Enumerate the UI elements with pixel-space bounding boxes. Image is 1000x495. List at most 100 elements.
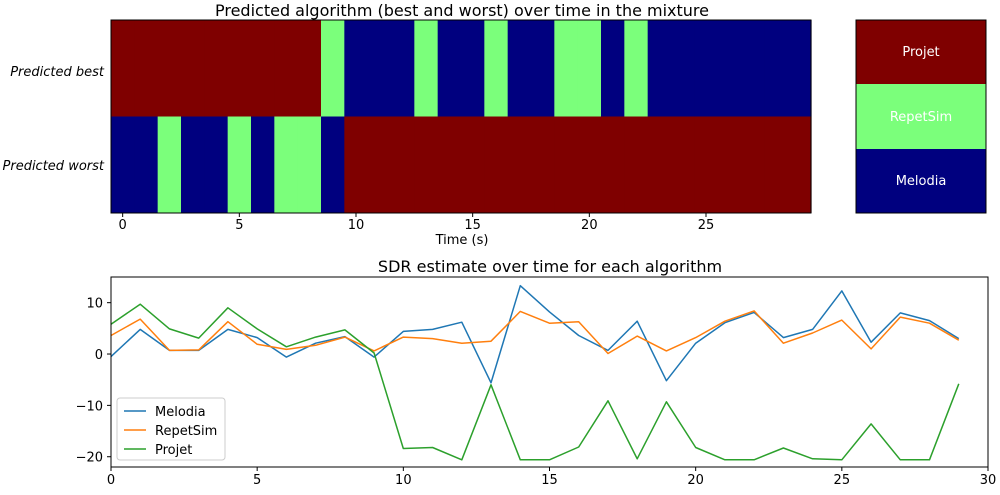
- heatmap-cell-best-29: [787, 20, 812, 117]
- heatmap-cell-best-2: [157, 20, 182, 117]
- heatmap-frame: [110, 19, 812, 214]
- sdr-line-chart: SDR estimate over time for each algorith…: [76, 257, 997, 488]
- line-xtick-label-10: 10: [395, 473, 412, 488]
- line-chart-frame: [110, 276, 989, 468]
- heatmap-cell-best-22: [624, 20, 649, 117]
- line-ytick-label--10: −10: [76, 399, 103, 414]
- heatmap-cell-best-27: [741, 20, 765, 117]
- heatmap-cell-worst-10: [344, 116, 369, 213]
- heatmap-cell-best-16: [484, 20, 509, 117]
- line-xtick-label-5: 5: [253, 473, 261, 488]
- line-ytick-label-10: 10: [86, 297, 103, 312]
- heatmap-xtick-label-20: 20: [581, 218, 598, 233]
- heatmap-cell-best-5: [227, 20, 252, 117]
- heatmap-cell-best-9: [321, 20, 345, 117]
- heatmap-x-ticks: 0 5 10 15 20 25: [119, 213, 715, 233]
- heatmap-cell-worst-23: [647, 116, 672, 213]
- heatmap-cell-worst-3: [181, 116, 205, 213]
- heatmap-cell-best-10: [344, 20, 369, 117]
- heatmap-cell-worst-12: [391, 116, 415, 213]
- predicted-algorithm-heatmap: Predicted algorithm (best and worst) ove…: [3, 1, 812, 248]
- heatmap-cell-worst-17: [507, 116, 532, 213]
- heatmap-x-axis-label: Time (s): [435, 233, 489, 248]
- heatmap-cell-best-23: [647, 20, 672, 117]
- line-xtick-label-30: 30: [980, 473, 997, 488]
- heatmap-cell-worst-29: [787, 116, 812, 213]
- heatmap-cell-worst-16: [484, 116, 509, 213]
- heatmap-cell-worst-5: [227, 116, 252, 213]
- heatmap-cell-worst-7: [274, 116, 299, 213]
- heatmap-cell-best-24: [671, 20, 695, 117]
- legend-label-projet: Projet: [155, 443, 192, 458]
- heatmap-cell-best-20: [577, 20, 602, 117]
- heatmap-cell-worst-8: [297, 116, 322, 213]
- heatmap-cell-worst-15: [461, 116, 485, 213]
- heatmap-cell-worst-28: [764, 116, 789, 213]
- colorbar-label-melodia: Melodia: [896, 174, 947, 189]
- heatmap-cell-worst-6: [251, 116, 275, 213]
- colorbar-repetsim: [856, 84, 986, 149]
- heatmap-cell-worst-20: [577, 116, 602, 213]
- series-line-repetsim: [110, 310, 960, 355]
- heatmap-cell-worst-0: [111, 116, 135, 213]
- heatmap-cell-best-13: [414, 20, 439, 117]
- legend-label-repetsim: RepetSim: [155, 424, 217, 439]
- heatmap-title: Predicted algorithm (best and worst) ove…: [215, 1, 709, 20]
- heatmap-cell-worst-11: [367, 116, 392, 213]
- heatmap-cell-best-8: [297, 20, 322, 117]
- heatmap-cell-worst-25: [694, 116, 719, 213]
- series-line-projet: [110, 303, 960, 461]
- heatmap-cell-worst-27: [741, 116, 765, 213]
- heatmap-cell-best-6: [251, 20, 275, 117]
- heatmap-cell-best-3: [181, 20, 205, 117]
- heatmap-cell-worst-13: [414, 116, 439, 213]
- heatmap-xtick-label-5: 5: [235, 218, 243, 233]
- line-chart-legend: Melodia RepetSim Projet: [116, 397, 226, 461]
- heatmap-cell-worst-14: [437, 116, 462, 213]
- heatmap-cell-worst-24: [671, 116, 695, 213]
- heatmap-xtick-label-0: 0: [119, 218, 127, 233]
- colorbar-projet: [856, 20, 986, 84]
- heatmap-cell-worst-1: [134, 116, 159, 213]
- heatmap-cell-worst-21: [601, 116, 625, 213]
- heatmap-xtick-label-25: 25: [698, 218, 715, 233]
- heatmap-cell-worst-2: [157, 116, 182, 213]
- line-xtick-label-0: 0: [107, 473, 115, 488]
- heatmap-cell-best-21: [601, 20, 625, 117]
- heatmap-cell-worst-9: [321, 116, 345, 213]
- heatmap-cell-best-7: [274, 20, 299, 117]
- heatmap-cell-best-14: [437, 20, 462, 117]
- line-chart-title: SDR estimate over time for each algorith…: [378, 257, 722, 276]
- line-ytick-label--20: −20: [76, 451, 103, 466]
- row-label-best: Predicted best: [10, 65, 105, 80]
- heatmap-cell-best-25: [694, 20, 719, 117]
- colorbar-melodia: [856, 149, 986, 213]
- line-ytick-label-0: 0: [95, 348, 103, 363]
- heatmap-cell-worst-18: [531, 116, 555, 213]
- colorbar-frame: [855, 19, 987, 214]
- heatmap-cell-best-12: [391, 20, 415, 117]
- line-chart-series: [110, 284, 960, 461]
- heatmap-cell-worst-22: [624, 116, 649, 213]
- heatmap-cell-best-28: [764, 20, 789, 117]
- row-label-worst: Predicted worst: [3, 159, 105, 174]
- heatmap-cell-best-4: [204, 20, 229, 117]
- line-chart-ticks: 0 5 10 15 20 25 30 −20 −10 0 10: [76, 297, 997, 488]
- legend-box: [116, 397, 226, 461]
- heatmap-cell-best-18: [531, 20, 555, 117]
- heatmap-cell-best-26: [717, 20, 742, 117]
- colorbar-label-repetsim: RepetSim: [890, 110, 952, 125]
- heatmap-cell-best-11: [367, 20, 392, 117]
- heatmap-cell-best-19: [554, 20, 579, 117]
- heatmap-cell-best-15: [461, 20, 485, 117]
- line-xtick-label-20: 20: [687, 473, 704, 488]
- heatmap-cell-best-0: [111, 20, 135, 117]
- heatmap-cell-worst-4: [204, 116, 229, 213]
- legend-label-melodia: Melodia: [155, 405, 206, 420]
- line-xtick-label-25: 25: [834, 473, 851, 488]
- colorbar-label-projet: Projet: [902, 45, 939, 60]
- series-line-melodia: [110, 284, 960, 384]
- heatmap-xtick-label-10: 10: [348, 218, 365, 233]
- heatmap-cell-best-1: [134, 20, 159, 117]
